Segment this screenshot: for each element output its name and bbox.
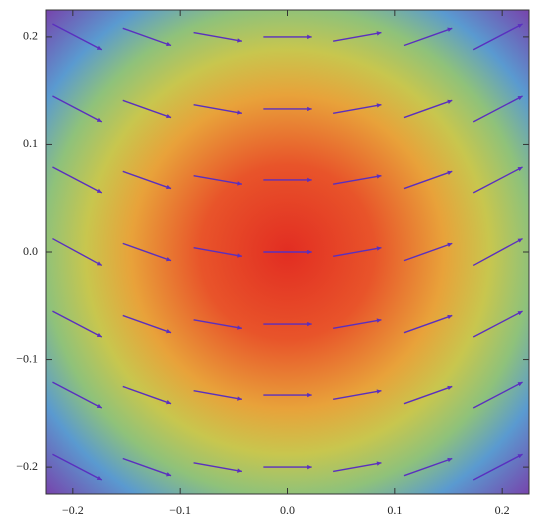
arrow xyxy=(193,31,243,43)
x-tick-label: −0.2 xyxy=(62,503,84,517)
arrow xyxy=(403,242,453,262)
y-tick-label: −0.2 xyxy=(16,459,38,473)
y-tick-label: 0.0 xyxy=(23,244,38,258)
arrow xyxy=(332,31,382,42)
arrow xyxy=(472,166,523,194)
arrow xyxy=(403,27,453,47)
arrow xyxy=(122,170,172,190)
arrow xyxy=(122,242,172,262)
arrow xyxy=(122,99,172,119)
arrow xyxy=(403,457,453,477)
arrow xyxy=(332,461,382,473)
arrow xyxy=(472,310,523,338)
arrow xyxy=(193,390,243,401)
arrow xyxy=(52,237,103,267)
arrow xyxy=(122,27,172,47)
arrow xyxy=(122,314,172,334)
x-tick-label: 0.1 xyxy=(387,503,402,517)
arrow xyxy=(472,381,523,409)
arrow xyxy=(193,247,243,258)
arrow xyxy=(122,385,172,405)
arrow xyxy=(332,174,382,185)
arrow xyxy=(332,246,382,257)
x-tick-label: 0.2 xyxy=(495,503,510,517)
arrow xyxy=(332,389,382,401)
arrow xyxy=(193,174,243,186)
y-tick-label: 0.1 xyxy=(23,136,38,150)
x-tick-label: 0.0 xyxy=(280,503,295,517)
arrow xyxy=(193,103,243,115)
arrow xyxy=(52,23,103,51)
arrow xyxy=(52,381,103,409)
arrow xyxy=(472,453,523,481)
arrow xyxy=(193,319,243,330)
arrow xyxy=(472,237,523,267)
arrow xyxy=(472,95,523,123)
arrow xyxy=(52,95,103,123)
x-tick-label: −0.1 xyxy=(169,503,191,517)
arrow xyxy=(332,318,382,330)
arrow xyxy=(403,170,453,190)
arrow xyxy=(403,314,453,334)
arrow xyxy=(52,453,103,481)
arrow xyxy=(122,457,172,477)
y-tick-label: −0.1 xyxy=(16,351,38,365)
arrow xyxy=(332,103,382,114)
arrow xyxy=(472,23,523,51)
arrow xyxy=(193,462,243,473)
arrow xyxy=(403,385,453,405)
y-tick-label: 0.2 xyxy=(23,29,38,43)
arrow xyxy=(52,166,103,194)
arrow xyxy=(403,99,453,119)
arrow xyxy=(52,310,103,338)
